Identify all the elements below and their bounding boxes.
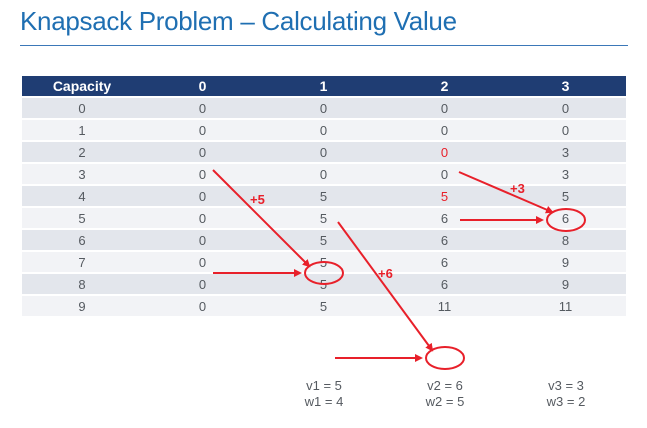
table-cell: 0 bbox=[142, 230, 263, 250]
table-cell: 0 bbox=[263, 164, 384, 184]
item-2-value: v2 = 6 bbox=[427, 378, 463, 393]
table-cell: 6 bbox=[384, 208, 505, 228]
table-cell: 8 bbox=[505, 230, 626, 250]
table-cell: 0 bbox=[384, 98, 505, 118]
item-3-value: v3 = 3 bbox=[548, 378, 584, 393]
increment-label-plus6: +6 bbox=[378, 266, 393, 281]
table-cell: 9 bbox=[505, 274, 626, 294]
table-cell: 3 bbox=[505, 142, 626, 162]
table-cell: 0 bbox=[22, 98, 142, 118]
item-2-params: v2 = 6 w2 = 5 bbox=[395, 378, 495, 410]
table-cell: 0 bbox=[263, 98, 384, 118]
item-3-params: v3 = 3 w3 = 2 bbox=[516, 378, 616, 410]
table-cell: 0 bbox=[505, 120, 626, 140]
table-row: 1 0 0 0 0 bbox=[22, 120, 626, 140]
table-cell: 0 bbox=[142, 208, 263, 228]
highlight-circle bbox=[304, 261, 344, 285]
item-1-weight: w1 = 4 bbox=[304, 394, 344, 409]
header-capacity: Capacity bbox=[22, 76, 142, 96]
table-cell: 6 bbox=[384, 252, 505, 272]
table-cell: 0 bbox=[263, 120, 384, 140]
increment-label-plus3: +3 bbox=[510, 181, 525, 196]
item-3-weight: w3 = 2 bbox=[546, 394, 586, 409]
header-item-1: 1 bbox=[263, 76, 384, 96]
table-cell: 3 bbox=[505, 164, 626, 184]
table-cell: 2 bbox=[22, 142, 142, 162]
table-cell: 4 bbox=[22, 186, 142, 206]
table-cell: 0 bbox=[142, 296, 263, 316]
arrow-diagonal-plus3 bbox=[458, 171, 554, 214]
table-cell: 0 bbox=[263, 142, 384, 162]
table-cell: 11 bbox=[505, 296, 626, 316]
table-row: 0 0 0 0 0 bbox=[22, 98, 626, 118]
table-cell: 8 bbox=[22, 274, 142, 294]
table-row: 5 0 5 6 6 bbox=[22, 208, 626, 228]
highlight-circle bbox=[546, 208, 586, 232]
table-row: 2 0 0 0 3 bbox=[22, 142, 626, 162]
arrow-diagonal-plus5 bbox=[212, 169, 311, 268]
table-cell: 5 bbox=[505, 186, 626, 206]
table-cell: 11 bbox=[384, 296, 505, 316]
table-cell: 0 bbox=[142, 120, 263, 140]
header-item-0: 0 bbox=[142, 76, 263, 96]
table-cell: 6 bbox=[384, 274, 505, 294]
table-cell: 0 bbox=[505, 98, 626, 118]
table-cell-highlighted: 0 bbox=[384, 142, 505, 162]
highlight-circle bbox=[425, 346, 465, 370]
item-1-params: v1 = 5 w1 = 4 bbox=[274, 378, 374, 410]
page-title: Knapsack Problem – Calculating Value bbox=[20, 6, 457, 36]
table-header-row: Capacity 0 1 2 3 bbox=[22, 76, 626, 96]
table-row: 9 0 5 11 11 bbox=[22, 296, 626, 316]
item-2-weight: w2 = 5 bbox=[425, 394, 465, 409]
table-row: 8 0 5 6 9 bbox=[22, 274, 626, 294]
table-cell: 5 bbox=[263, 296, 384, 316]
table-cell: 3 bbox=[22, 164, 142, 184]
table-cell: 5 bbox=[22, 208, 142, 228]
table-cell: 0 bbox=[142, 142, 263, 162]
header-item-2: 2 bbox=[384, 76, 505, 96]
increment-label-plus5: +5 bbox=[250, 192, 265, 207]
table-cell: 9 bbox=[22, 296, 142, 316]
table-cell: 6 bbox=[384, 230, 505, 250]
title-divider bbox=[20, 45, 628, 46]
item-1-value: v1 = 5 bbox=[306, 378, 342, 393]
table-row: 6 0 5 6 8 bbox=[22, 230, 626, 250]
table-cell: 0 bbox=[142, 274, 263, 294]
table-cell-highlighted: 5 bbox=[384, 186, 505, 206]
table-cell: 0 bbox=[142, 164, 263, 184]
arrow-diagonal-plus6 bbox=[337, 221, 434, 352]
table-cell: 0 bbox=[142, 252, 263, 272]
table-cell: 6 bbox=[505, 208, 626, 228]
table-cell: 6 bbox=[22, 230, 142, 250]
table-cell: 9 bbox=[505, 252, 626, 272]
table-cell: 1 bbox=[22, 120, 142, 140]
header-item-3: 3 bbox=[505, 76, 626, 96]
table-cell: 7 bbox=[22, 252, 142, 272]
table-cell: 0 bbox=[142, 98, 263, 118]
table-cell: 5 bbox=[263, 186, 384, 206]
table-cell: 0 bbox=[384, 120, 505, 140]
knapsack-table: Capacity 0 1 2 3 0 0 0 0 0 1 0 0 0 0 2 0… bbox=[22, 74, 626, 318]
table-cell: 5 bbox=[263, 208, 384, 228]
